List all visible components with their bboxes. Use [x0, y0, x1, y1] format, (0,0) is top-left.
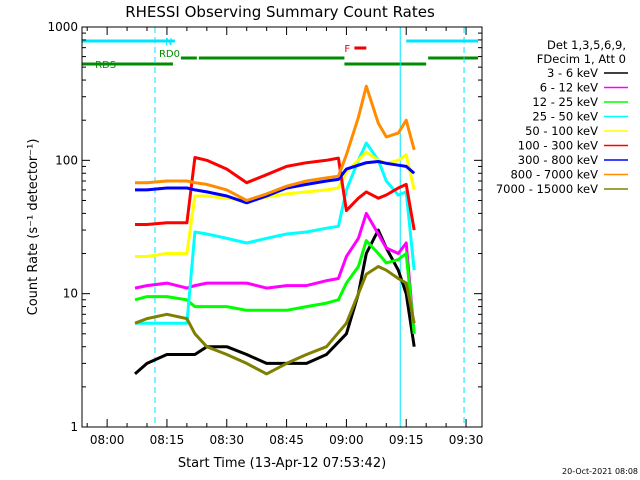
legend-label: 800 - 7000 keV	[510, 168, 598, 182]
x-tick-label: 09:15	[389, 433, 424, 447]
legend-label: 3 - 6 keV	[547, 66, 598, 80]
legend-label: 6 - 12 keV	[540, 81, 598, 95]
x-axis-label: Start Time (13-Apr-12 07:53:42)	[178, 456, 386, 471]
series-line	[134, 228, 416, 376]
series-line	[135, 160, 416, 205]
flag-label: RD0	[159, 49, 180, 60]
legend-label: 12 - 25 keV	[532, 95, 598, 109]
y-axis-label: Count Rate (s⁻¹ detector⁻¹)	[26, 139, 41, 316]
legend-label: 50 - 100 keV	[525, 124, 598, 138]
flag-label: N	[165, 37, 172, 48]
y-tick-label: 10	[63, 287, 78, 301]
legend-label: 300 - 800 keV	[518, 153, 598, 167]
legend-header-2: FDecim 1, Att 0	[537, 52, 626, 66]
flag-label: F	[344, 44, 350, 55]
y-tick-label: 100	[55, 153, 78, 167]
flag-label: RDS	[95, 60, 116, 71]
x-tick-label: 09:00	[329, 433, 364, 447]
x-tick-label: 08:15	[150, 433, 185, 447]
x-tick-label: 08:30	[209, 433, 244, 447]
series-line	[135, 156, 416, 231]
vertical-markers	[81, 27, 465, 427]
x-tick-label: 08:45	[269, 433, 304, 447]
footer-timestamp: 20-Oct-2021 08:08	[562, 467, 638, 476]
y-tick-label: 1	[70, 420, 78, 434]
plot-frame	[81, 26, 483, 428]
series-line	[134, 265, 416, 376]
legend-header-1: Det 1,3,5,6,9,	[547, 38, 626, 52]
legend: Det 1,3,5,6,9, FDecim 1, Att 0 3 - 6 keV…	[496, 38, 628, 196]
series-line	[135, 141, 416, 325]
series-lines	[134, 84, 416, 376]
legend-label: 7000 - 15000 keV	[496, 182, 598, 196]
x-axis: 08:00 08:15 08:30 08:45 09:00 09:15 09:30	[86, 27, 484, 447]
legend-label: 100 - 300 keV	[518, 139, 598, 153]
y-tick-label: 1000	[47, 20, 78, 34]
chart-title: RHESSI Observing Summary Count Rates	[125, 3, 435, 21]
series-line	[135, 84, 416, 202]
x-tick-label: 09:30	[449, 433, 484, 447]
x-tick-label: 08:00	[90, 433, 125, 447]
legend-label: 25 - 50 keV	[532, 110, 598, 124]
y-axis: 1 10 100 1000	[47, 20, 482, 434]
